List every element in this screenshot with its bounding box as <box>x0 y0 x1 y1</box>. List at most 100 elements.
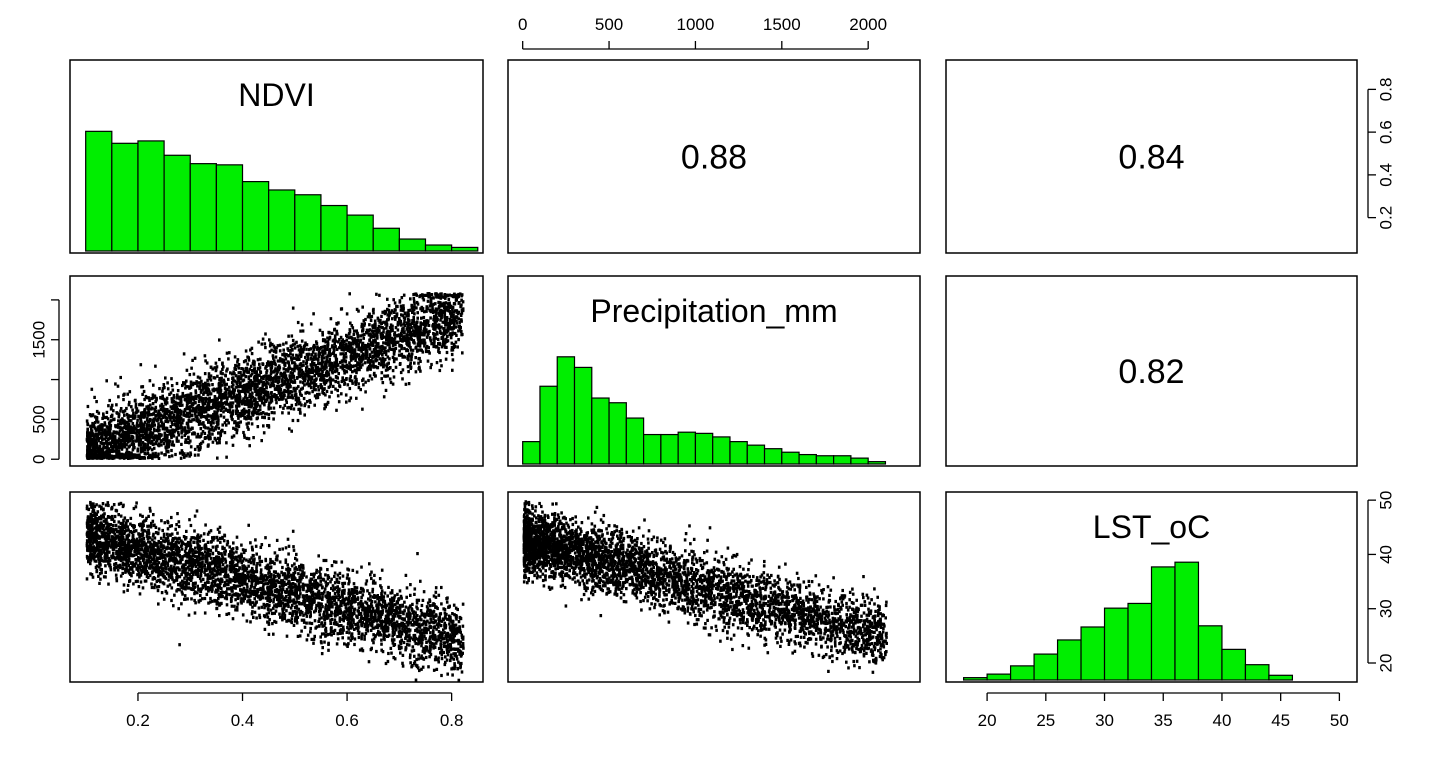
scatter-point <box>461 351 464 355</box>
scatter-point <box>411 348 415 352</box>
scatter-point <box>273 361 277 365</box>
scatter-point <box>185 403 189 408</box>
scatter-point <box>195 419 199 423</box>
scatter-point <box>189 451 192 455</box>
scatter-point <box>103 421 107 425</box>
scatter-point <box>356 368 359 372</box>
scatter-point <box>364 390 367 394</box>
scatter-point <box>174 452 177 457</box>
scatter-point <box>163 414 166 418</box>
scatter-point <box>152 395 156 399</box>
scatter-point <box>183 397 187 401</box>
scatter-point <box>400 617 404 621</box>
scatter-point <box>295 376 299 380</box>
scatter-point <box>174 403 178 407</box>
scatter-point <box>139 421 142 425</box>
scatter-point <box>88 440 92 444</box>
scatter-point <box>387 336 390 340</box>
scatter-point <box>125 425 128 429</box>
scatter-point <box>416 335 420 339</box>
scatter-point <box>302 363 305 367</box>
scatter-point <box>400 306 403 310</box>
scatter-point <box>388 330 392 334</box>
scatter-point <box>218 390 221 395</box>
scatter-point <box>256 411 259 415</box>
scatter-point <box>260 342 264 346</box>
scatter-point <box>285 385 288 389</box>
scatter-point <box>457 338 460 342</box>
scatter-point <box>267 632 271 636</box>
scatter-point <box>146 419 150 424</box>
scatter-point <box>442 309 445 313</box>
scatter-point <box>114 445 117 449</box>
panel-frame <box>69 59 484 254</box>
scatter-point <box>197 447 201 451</box>
scatter-point <box>450 311 453 315</box>
scatter-point <box>161 386 165 390</box>
scatter-point <box>248 399 251 403</box>
scatter-point <box>295 395 298 399</box>
scatter-point <box>350 324 354 328</box>
scatter-point <box>148 435 152 439</box>
scatter-point <box>235 409 238 413</box>
scatter-point <box>438 309 442 313</box>
scatter-point <box>421 350 425 354</box>
scatter-point <box>263 412 267 416</box>
scatter-point <box>303 379 307 383</box>
scatter-point <box>335 361 338 365</box>
scatter-point <box>354 358 357 362</box>
scatter-point <box>337 400 341 404</box>
scatter-point <box>170 420 174 424</box>
scatter-point <box>364 349 368 353</box>
scatter-point <box>209 374 213 378</box>
scatter-point <box>244 393 248 397</box>
scatter-point <box>360 359 363 363</box>
scatter-point <box>272 349 276 353</box>
scatter-point <box>208 437 211 441</box>
scatter-point <box>99 428 103 432</box>
scatter-point <box>176 424 179 428</box>
scatter-point <box>378 349 381 353</box>
scatter-point <box>455 293 458 297</box>
scatter-point <box>240 367 243 371</box>
scatter-point <box>337 591 340 596</box>
scatter-point <box>222 393 225 397</box>
scatter-point <box>428 637 431 641</box>
scatter-point <box>147 407 151 411</box>
scatter-point <box>265 371 268 375</box>
scatter-point <box>300 393 303 397</box>
scatter-point <box>313 403 316 407</box>
scatter-point <box>445 329 449 333</box>
scatter-point <box>133 453 136 457</box>
scatter-point <box>451 368 454 372</box>
scatter-point <box>362 336 365 340</box>
scatter-point <box>266 396 269 400</box>
scatter-point <box>220 404 223 408</box>
scatter-point <box>259 395 263 400</box>
scatter-point <box>143 456 147 460</box>
scatter-point <box>345 334 349 339</box>
scatter-point <box>273 393 276 397</box>
scatter-point <box>315 342 319 346</box>
scatter-point <box>94 438 98 442</box>
scatter-point <box>270 364 274 368</box>
scatter-point <box>406 343 409 347</box>
scatter-point <box>407 308 410 313</box>
scatter-point <box>317 388 320 392</box>
scatter-point <box>300 387 303 391</box>
scatter-point <box>157 409 160 413</box>
scatter-point <box>184 440 187 444</box>
scatter-point <box>372 339 375 343</box>
scatter-point <box>444 331 447 335</box>
scatter-point <box>157 585 161 589</box>
scatter-point <box>391 369 395 373</box>
scatter-point <box>198 376 202 380</box>
scatter-point <box>174 428 178 432</box>
scatter-point <box>193 401 197 405</box>
scatter-point <box>374 365 377 369</box>
scatter-point <box>331 339 335 343</box>
scatter-point <box>293 356 296 360</box>
scatter-point <box>340 348 344 352</box>
scatter-point <box>131 408 134 412</box>
scatter-point <box>277 368 281 372</box>
